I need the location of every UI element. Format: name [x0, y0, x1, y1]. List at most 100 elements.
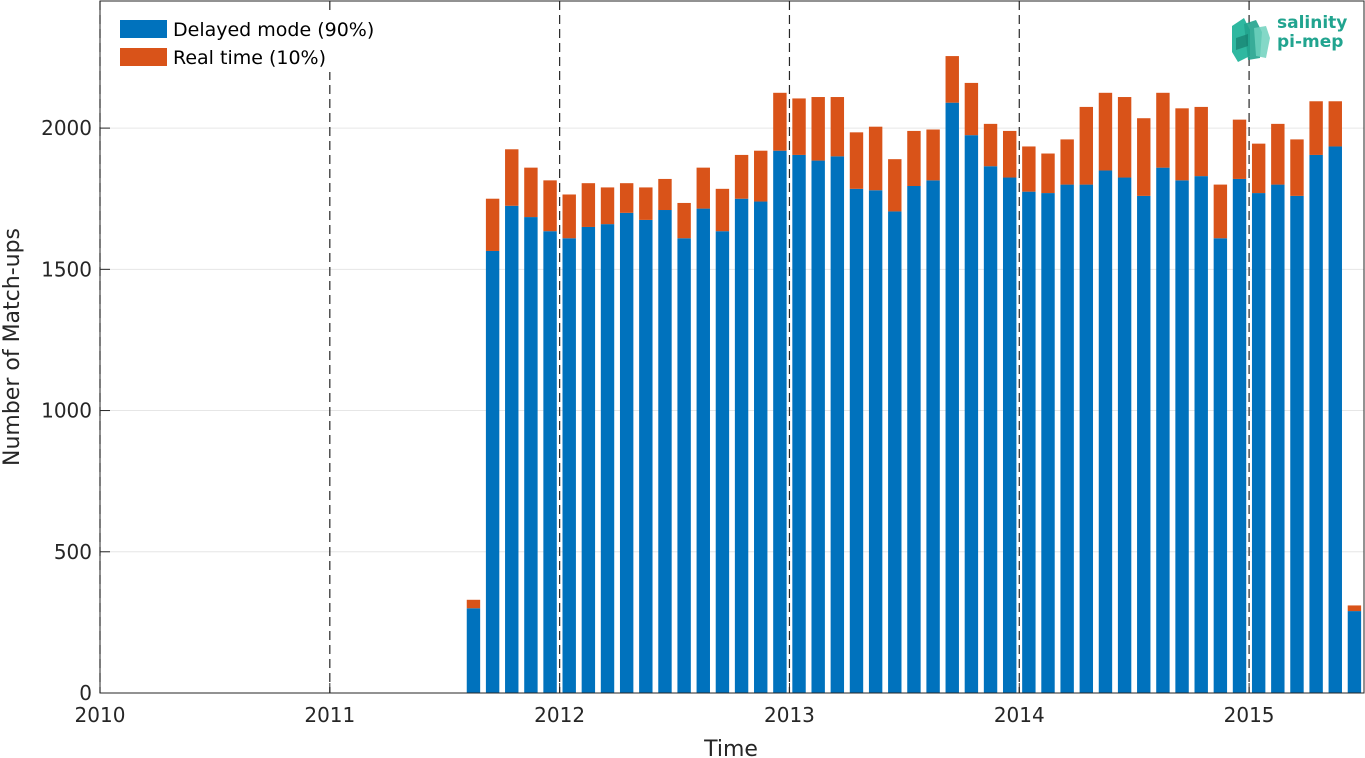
bar-realtime-2014-08 — [1156, 92, 1170, 168]
y-tick-label-500: 500 — [54, 540, 92, 564]
bar-delayed-2013-10 — [964, 135, 979, 693]
bar-realtime-2013-01 — [792, 98, 806, 155]
y-axis-label: Number of Match-ups — [0, 228, 25, 466]
bar-delayed-2013-05 — [868, 190, 883, 694]
bar-delayed-2013-06 — [888, 211, 902, 694]
bar-delayed-2014-02 — [1041, 193, 1055, 693]
bar-realtime-2011-11 — [524, 167, 538, 218]
bar-realtime-2012-09 — [715, 188, 730, 232]
legend-label-delayed: Delayed mode (90%) — [173, 19, 374, 41]
bar-delayed-2012-02 — [581, 226, 596, 693]
bar-realtime-2013-03 — [830, 97, 845, 157]
bar-delayed-2014-11 — [1213, 238, 1228, 693]
bar-delayed-2015-05 — [1328, 146, 1342, 693]
bar-realtime-2013-09 — [945, 56, 959, 103]
legend-swatch-realtime — [120, 48, 167, 66]
bars — [466, 56, 1362, 694]
x-tick-label-2010: 2010 — [75, 703, 126, 727]
bar-realtime-2013-10 — [964, 82, 979, 136]
bar-realtime-2014-01 — [1022, 146, 1036, 192]
bar-realtime-2015-06 — [1347, 605, 1362, 612]
bar-delayed-2012-10 — [734, 198, 749, 693]
x-axis: 2010 2011 2012 2013 2014 2015 — [75, 683, 1275, 727]
bar-delayed-2014-12 — [1232, 178, 1247, 693]
bar-delayed-2015-04 — [1309, 154, 1323, 693]
bar-delayed-2012-12 — [773, 150, 787, 693]
bar-delayed-2013-12 — [1002, 177, 1017, 693]
bar-delayed-2014-05 — [1098, 170, 1113, 694]
bar-delayed-2012-11 — [754, 201, 768, 694]
y-tick-label-0: 0 — [79, 681, 92, 705]
bar-realtime-2012-12 — [773, 92, 787, 151]
y-tick-label-1000: 1000 — [41, 399, 92, 423]
bar-delayed-2012-03 — [600, 224, 615, 693]
bar-delayed-2011-09 — [485, 250, 500, 693]
logo-line-1: salinity — [1277, 13, 1348, 33]
x-tick-label-2015: 2015 — [1224, 703, 1275, 727]
y-axis: 0 500 1000 1500 2000 — [41, 116, 110, 705]
bar-realtime-2011-09 — [485, 198, 500, 251]
bar-realtime-2013-12 — [1002, 130, 1017, 178]
bar-realtime-2015-04 — [1309, 101, 1323, 155]
bar-delayed-2014-09 — [1175, 180, 1189, 694]
bar-delayed-2015-06 — [1347, 611, 1362, 693]
bar-delayed-2014-03 — [1060, 184, 1074, 693]
bar-delayed-2012-08 — [696, 208, 710, 693]
bar-delayed-2015-02 — [1271, 184, 1285, 693]
bar-realtime-2015-02 — [1271, 123, 1285, 185]
bar-realtime-2011-10 — [505, 149, 519, 206]
x-tick-label-2013: 2013 — [764, 703, 815, 727]
bar-realtime-2014-03 — [1060, 139, 1074, 185]
bar-realtime-2015-05 — [1328, 101, 1342, 147]
bar-realtime-2013-08 — [926, 129, 940, 181]
bar-realtime-2015-03 — [1290, 139, 1304, 196]
bar-realtime-2012-04 — [619, 183, 634, 213]
x-tick-label-2014: 2014 — [994, 703, 1045, 727]
bar-delayed-2013-01 — [792, 154, 806, 693]
bar-delayed-2013-02 — [811, 160, 825, 693]
bar-realtime-2014-04 — [1079, 106, 1094, 185]
bar-delayed-2014-10 — [1194, 176, 1208, 693]
bar-delayed-2015-01 — [1251, 193, 1266, 693]
logo-line-2: pi-mep — [1277, 32, 1344, 52]
bar-realtime-2014-02 — [1041, 153, 1055, 194]
bar-delayed-2014-01 — [1022, 191, 1036, 693]
x-tick-label-2011: 2011 — [304, 703, 355, 727]
bar-realtime-2013-11 — [983, 123, 998, 167]
bar-realtime-2014-11 — [1213, 184, 1228, 239]
bar-realtime-2013-06 — [888, 159, 902, 212]
bar-delayed-2013-04 — [849, 188, 864, 693]
bar-realtime-2014-05 — [1098, 92, 1113, 171]
bar-delayed-2014-06 — [1117, 177, 1132, 693]
x-tick-label-2012: 2012 — [534, 703, 585, 727]
x-axis-label: Time — [703, 737, 758, 758]
bar-realtime-2015-01 — [1251, 143, 1266, 194]
bar-delayed-2011-11 — [524, 217, 538, 693]
bar-realtime-2014-10 — [1194, 106, 1208, 177]
bar-delayed-2013-03 — [830, 156, 845, 694]
bar-delayed-2013-08 — [926, 180, 940, 694]
logo-text: salinity pi-mep — [1277, 14, 1347, 52]
legend: Delayed mode (90%) Real time (10%) — [110, 12, 410, 72]
bar-delayed-2012-05 — [639, 219, 653, 693]
bar-delayed-2012-04 — [619, 212, 634, 693]
bar-delayed-2014-04 — [1079, 184, 1094, 693]
year-divider-lines — [99, 1, 1250, 693]
bar-realtime-2012-08 — [696, 167, 710, 209]
logo-mark-icon — [1232, 18, 1270, 62]
bar-delayed-2015-03 — [1290, 195, 1304, 693]
bar-delayed-2011-10 — [505, 205, 519, 693]
bar-realtime-2012-01 — [562, 194, 576, 239]
bar-realtime-2012-10 — [734, 154, 749, 199]
bar-realtime-2013-02 — [811, 97, 825, 161]
y-tick-label-1500: 1500 — [41, 257, 92, 281]
bar-realtime-2012-06 — [658, 178, 672, 211]
bar-realtime-2012-07 — [677, 202, 691, 239]
bar-realtime-2012-05 — [639, 187, 653, 220]
bar-delayed-2014-07 — [1137, 195, 1151, 693]
bar-realtime-2012-11 — [754, 150, 768, 202]
bar-realtime-2011-08 — [466, 599, 481, 609]
bar-delayed-2011-08 — [466, 608, 481, 693]
bar-delayed-2011-12 — [543, 231, 557, 693]
